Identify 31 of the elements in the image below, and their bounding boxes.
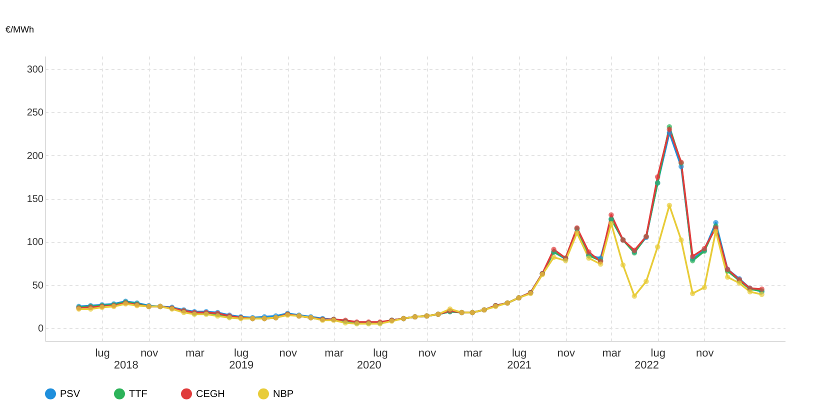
y-tick-label: 50 <box>32 280 44 292</box>
x2-tick-label: 2018 <box>114 360 138 372</box>
legend-label: CEGH <box>196 388 225 400</box>
x-tick-label: mar <box>463 348 483 360</box>
x-tick-label: nov <box>418 348 437 360</box>
x2-tick-label: 2019 <box>229 360 254 372</box>
x-tick-label: lug <box>95 348 110 360</box>
x2-tick-label: 2022 <box>634 360 659 372</box>
legend-label: PSV <box>60 388 80 400</box>
x-tick-label: nov <box>557 348 576 360</box>
y-tick-label: 250 <box>26 108 44 119</box>
x-tick-label: mar <box>324 348 344 360</box>
y-tick-label: 100 <box>26 237 44 248</box>
legend-label: NBP <box>273 388 294 400</box>
x-tick-label: mar <box>185 348 205 360</box>
legend-label: TTF <box>129 388 148 400</box>
y-tick-label: 200 <box>26 150 44 162</box>
x-tick-label: mar <box>602 348 622 360</box>
y-axis-title: €/MWh <box>6 24 34 34</box>
x-tick-label: lug <box>234 348 249 360</box>
x-tick-label: lug <box>512 348 527 360</box>
y-tick-label: 300 <box>26 64 44 76</box>
x-tick-label: lug <box>373 348 388 360</box>
y-tick-label: 150 <box>26 194 44 205</box>
x-tick-label: nov <box>279 348 298 360</box>
x-tick-label: nov <box>696 348 714 360</box>
x2-tick-label: 2020 <box>356 360 382 372</box>
x2-tick-label: 2021 <box>507 360 532 372</box>
x-tick-label: nov <box>140 348 159 360</box>
x-tick-label: lug <box>650 348 666 360</box>
y-tick-label: 0 <box>38 324 44 335</box>
